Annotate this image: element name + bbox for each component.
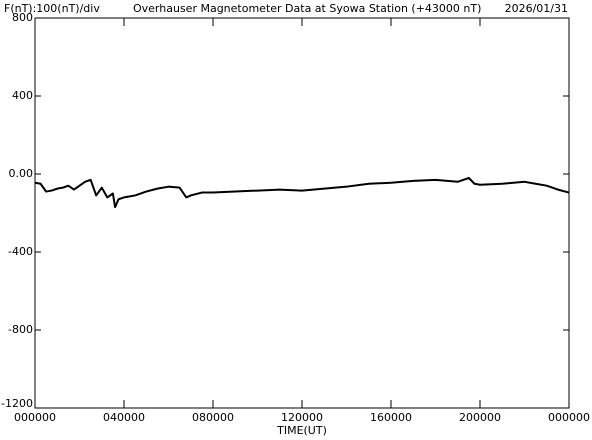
y-tick-label: -400	[8, 245, 33, 258]
x-tick-label: 120000	[281, 411, 323, 424]
date: 2026/01/31	[505, 2, 568, 15]
y-tick-label: 800	[12, 11, 33, 24]
y-tick-label: -800	[8, 323, 33, 336]
x-tick-label: 000000	[548, 411, 590, 424]
scale-label: F(nT):100(nT)/div	[4, 2, 100, 15]
x-tick-label: 160000	[370, 411, 412, 424]
x-tick-label: 000000	[14, 411, 56, 424]
data-line	[34, 176, 570, 209]
y-tick-label: -1200	[1, 397, 33, 410]
x-tick-label: 080000	[192, 411, 234, 424]
chart-title: Overhauser Magnetometer Data at Syowa St…	[133, 2, 481, 15]
y-tick-label: 0.00	[9, 167, 34, 180]
x-tick-label: 200000	[459, 411, 501, 424]
y-tick-label: 400	[12, 89, 33, 102]
x-tick-label: 040000	[103, 411, 145, 424]
x-axis-label: TIME(UT)	[276, 424, 327, 437]
